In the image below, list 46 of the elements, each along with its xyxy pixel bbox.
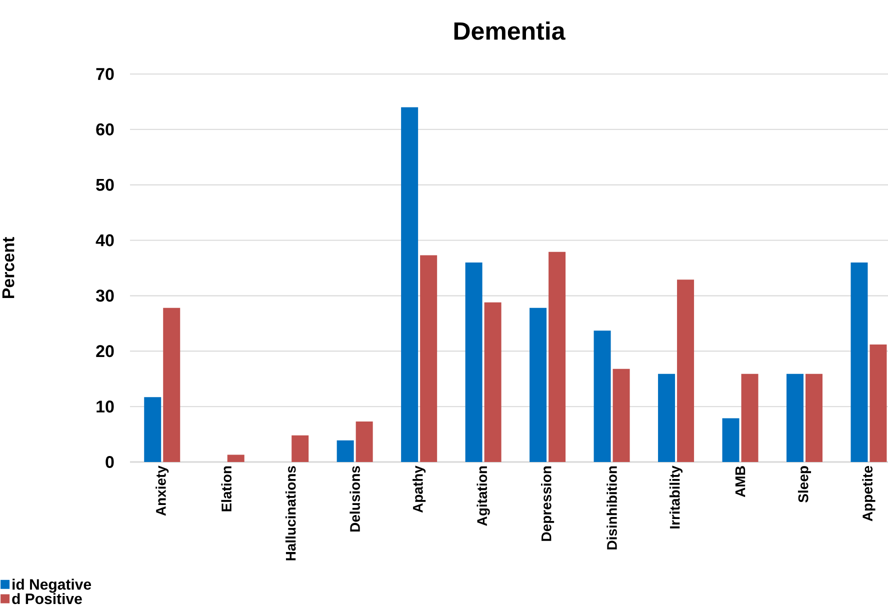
bar — [850, 262, 868, 462]
y-tick-label: 30 — [96, 290, 114, 302]
bar — [336, 440, 354, 462]
bar — [594, 330, 611, 462]
legend-label: d Positive — [12, 593, 82, 604]
x-tick-label: Disinhibition — [606, 466, 617, 550]
bar — [465, 262, 482, 462]
y-tick-label: 70 — [96, 68, 114, 80]
bar — [677, 280, 694, 462]
bar — [548, 252, 566, 462]
x-tick-label: Depression — [541, 466, 554, 541]
y-tick-label: 60 — [96, 123, 114, 136]
x-tick-label: Delusions — [350, 466, 360, 532]
x-tick-label: Sleep — [798, 466, 812, 502]
bar — [401, 107, 418, 462]
x-tick-label: Hallucinations — [285, 466, 296, 560]
bar — [227, 454, 244, 462]
bar — [292, 435, 309, 462]
bar — [612, 368, 630, 462]
bar — [144, 397, 162, 462]
x-tick-label: Apathy — [412, 466, 426, 513]
x-tick-label: Irritability — [670, 466, 683, 528]
x-tick-label: Anxiety — [156, 466, 169, 516]
bar — [870, 344, 887, 462]
y-tick-label: 40 — [96, 234, 114, 246]
x-tick-label: Elation — [221, 466, 232, 512]
y-tick-label: 50 — [96, 178, 114, 191]
bar — [786, 374, 804, 462]
x-tick-label: AMB — [735, 466, 746, 498]
bar — [741, 374, 758, 462]
x-tick-label: Appetite — [862, 466, 876, 522]
bar — [163, 308, 180, 462]
bar — [484, 302, 502, 462]
legend-label: id Negative — [12, 578, 92, 593]
bar — [806, 374, 823, 462]
bar — [658, 374, 676, 462]
y-tick-label: 10 — [96, 400, 114, 413]
bar — [420, 255, 438, 462]
chart-title: Dementia — [454, 22, 566, 40]
y-axis-title: Percent — [2, 237, 14, 298]
y-tick-label: 20 — [96, 345, 114, 358]
x-tick-label: Agitation — [476, 466, 490, 526]
y-tick-label: 0 — [106, 456, 114, 468]
bar — [530, 308, 547, 462]
bar — [722, 418, 740, 462]
bar — [356, 422, 373, 462]
